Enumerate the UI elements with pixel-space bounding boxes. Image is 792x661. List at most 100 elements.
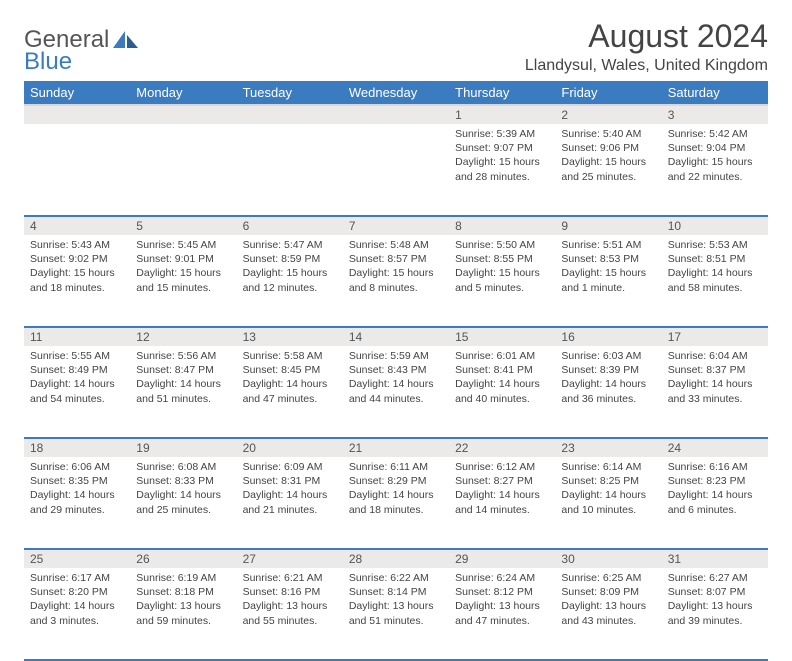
day-cell [237, 124, 343, 216]
day-number-cell: 17 [662, 327, 768, 346]
day-cell: Sunrise: 6:11 AMSunset: 8:29 PMDaylight:… [343, 457, 449, 549]
sunrise-text: Sunrise: 5:50 AM [455, 238, 549, 252]
day-cell: Sunrise: 6:12 AMSunset: 8:27 PMDaylight:… [449, 457, 555, 549]
day-cell-content: Sunrise: 6:06 AMSunset: 8:35 PMDaylight:… [24, 457, 130, 522]
sunrise-text: Sunrise: 5:56 AM [136, 349, 230, 363]
day-cell-content: Sunrise: 6:01 AMSunset: 8:41 PMDaylight:… [449, 346, 555, 411]
daylight-text: Daylight: 14 hours and 18 minutes. [349, 488, 443, 516]
sunset-text: Sunset: 8:53 PM [561, 252, 655, 266]
daylight-text: Daylight: 15 hours and 1 minute. [561, 266, 655, 294]
daylight-text: Daylight: 13 hours and 47 minutes. [455, 599, 549, 627]
sunrise-text: Sunrise: 6:17 AM [30, 571, 124, 585]
daylight-text: Daylight: 13 hours and 39 minutes. [668, 599, 762, 627]
day-number-cell: 6 [237, 216, 343, 235]
sunset-text: Sunset: 9:01 PM [136, 252, 230, 266]
day-number-cell: 14 [343, 327, 449, 346]
day-cell: Sunrise: 5:58 AMSunset: 8:45 PMDaylight:… [237, 346, 343, 438]
day-number-cell [24, 105, 130, 124]
sunrise-text: Sunrise: 6:06 AM [30, 460, 124, 474]
day-cell-content: Sunrise: 5:43 AMSunset: 9:02 PMDaylight:… [24, 235, 130, 300]
day-number-cell: 29 [449, 549, 555, 568]
daylight-text: Daylight: 14 hours and 51 minutes. [136, 377, 230, 405]
sunrise-text: Sunrise: 6:01 AM [455, 349, 549, 363]
sunrise-text: Sunrise: 5:39 AM [455, 127, 549, 141]
day-cell-content: Sunrise: 6:04 AMSunset: 8:37 PMDaylight:… [662, 346, 768, 411]
daylight-text: Daylight: 15 hours and 12 minutes. [243, 266, 337, 294]
day-cell-content: Sunrise: 5:40 AMSunset: 9:06 PMDaylight:… [555, 124, 661, 189]
day-number-cell [130, 105, 236, 124]
sunset-text: Sunset: 8:23 PM [668, 474, 762, 488]
day-number-cell: 30 [555, 549, 661, 568]
daylight-text: Daylight: 15 hours and 18 minutes. [30, 266, 124, 294]
day-number-cell: 19 [130, 438, 236, 457]
daylight-text: Daylight: 13 hours and 59 minutes. [136, 599, 230, 627]
daynum-row: 123 [24, 105, 768, 124]
sunrise-text: Sunrise: 6:21 AM [243, 571, 337, 585]
day-cell: Sunrise: 5:55 AMSunset: 8:49 PMDaylight:… [24, 346, 130, 438]
day-cell: Sunrise: 5:39 AMSunset: 9:07 PMDaylight:… [449, 124, 555, 216]
day-number-cell: 13 [237, 327, 343, 346]
daylight-text: Daylight: 14 hours and 29 minutes. [30, 488, 124, 516]
sunset-text: Sunset: 8:12 PM [455, 585, 549, 599]
day-cell: Sunrise: 6:22 AMSunset: 8:14 PMDaylight:… [343, 568, 449, 660]
sunrise-text: Sunrise: 6:19 AM [136, 571, 230, 585]
day-cell-content: Sunrise: 5:48 AMSunset: 8:57 PMDaylight:… [343, 235, 449, 300]
day-cell-content: Sunrise: 5:53 AMSunset: 8:51 PMDaylight:… [662, 235, 768, 300]
sunrise-text: Sunrise: 5:40 AM [561, 127, 655, 141]
daylight-text: Daylight: 14 hours and 21 minutes. [243, 488, 337, 516]
day-cell: Sunrise: 5:56 AMSunset: 8:47 PMDaylight:… [130, 346, 236, 438]
day-cell: Sunrise: 6:06 AMSunset: 8:35 PMDaylight:… [24, 457, 130, 549]
daynum-row: 11121314151617 [24, 327, 768, 346]
sunrise-text: Sunrise: 5:53 AM [668, 238, 762, 252]
day-number-cell: 10 [662, 216, 768, 235]
sunrise-text: Sunrise: 5:48 AM [349, 238, 443, 252]
day-number-cell: 8 [449, 216, 555, 235]
day-cell-content: Sunrise: 6:12 AMSunset: 8:27 PMDaylight:… [449, 457, 555, 522]
sunset-text: Sunset: 8:57 PM [349, 252, 443, 266]
day-cell: Sunrise: 6:19 AMSunset: 8:18 PMDaylight:… [130, 568, 236, 660]
sunrise-text: Sunrise: 6:09 AM [243, 460, 337, 474]
day-number-cell: 3 [662, 105, 768, 124]
day-cell-content: Sunrise: 6:16 AMSunset: 8:23 PMDaylight:… [662, 457, 768, 522]
sunset-text: Sunset: 8:18 PM [136, 585, 230, 599]
sunrise-text: Sunrise: 5:45 AM [136, 238, 230, 252]
sunrise-text: Sunrise: 6:24 AM [455, 571, 549, 585]
day-number-cell: 2 [555, 105, 661, 124]
week-row: Sunrise: 5:39 AMSunset: 9:07 PMDaylight:… [24, 124, 768, 216]
sunset-text: Sunset: 8:49 PM [30, 363, 124, 377]
sunset-text: Sunset: 8:37 PM [668, 363, 762, 377]
sunrise-text: Sunrise: 6:27 AM [668, 571, 762, 585]
day-cell-content: Sunrise: 6:17 AMSunset: 8:20 PMDaylight:… [24, 568, 130, 633]
daynum-row: 45678910 [24, 216, 768, 235]
day-cell-content: Sunrise: 6:03 AMSunset: 8:39 PMDaylight:… [555, 346, 661, 411]
daylight-text: Daylight: 14 hours and 6 minutes. [668, 488, 762, 516]
day-number-cell: 1 [449, 105, 555, 124]
title-block: August 2024 Llandysul, Wales, United Kin… [525, 18, 768, 75]
day-cell: Sunrise: 5:40 AMSunset: 9:06 PMDaylight:… [555, 124, 661, 216]
day-number-cell: 15 [449, 327, 555, 346]
day-cell: Sunrise: 6:16 AMSunset: 8:23 PMDaylight:… [662, 457, 768, 549]
sunset-text: Sunset: 8:27 PM [455, 474, 549, 488]
day-number-cell: 25 [24, 549, 130, 568]
day-cell-content: Sunrise: 5:47 AMSunset: 8:59 PMDaylight:… [237, 235, 343, 300]
day-cell: Sunrise: 6:14 AMSunset: 8:25 PMDaylight:… [555, 457, 661, 549]
day-cell-content: Sunrise: 5:55 AMSunset: 8:49 PMDaylight:… [24, 346, 130, 411]
sunset-text: Sunset: 8:25 PM [561, 474, 655, 488]
day-cell-content: Sunrise: 6:27 AMSunset: 8:07 PMDaylight:… [662, 568, 768, 633]
daylight-text: Daylight: 15 hours and 25 minutes. [561, 155, 655, 183]
day-cell-content: Sunrise: 5:45 AMSunset: 9:01 PMDaylight:… [130, 235, 236, 300]
weekday-header: Monday [130, 81, 236, 105]
day-cell-content: Sunrise: 6:25 AMSunset: 8:09 PMDaylight:… [555, 568, 661, 633]
day-cell: Sunrise: 5:50 AMSunset: 8:55 PMDaylight:… [449, 235, 555, 327]
daylight-text: Daylight: 14 hours and 3 minutes. [30, 599, 124, 627]
day-number-cell: 24 [662, 438, 768, 457]
sunset-text: Sunset: 9:04 PM [668, 141, 762, 155]
day-cell-content: Sunrise: 5:42 AMSunset: 9:04 PMDaylight:… [662, 124, 768, 189]
daylight-text: Daylight: 15 hours and 15 minutes. [136, 266, 230, 294]
sail-icon [113, 31, 139, 49]
day-cell: Sunrise: 6:25 AMSunset: 8:09 PMDaylight:… [555, 568, 661, 660]
sunrise-text: Sunrise: 5:51 AM [561, 238, 655, 252]
day-number-cell: 5 [130, 216, 236, 235]
sunset-text: Sunset: 8:20 PM [30, 585, 124, 599]
daylight-text: Daylight: 15 hours and 5 minutes. [455, 266, 549, 294]
